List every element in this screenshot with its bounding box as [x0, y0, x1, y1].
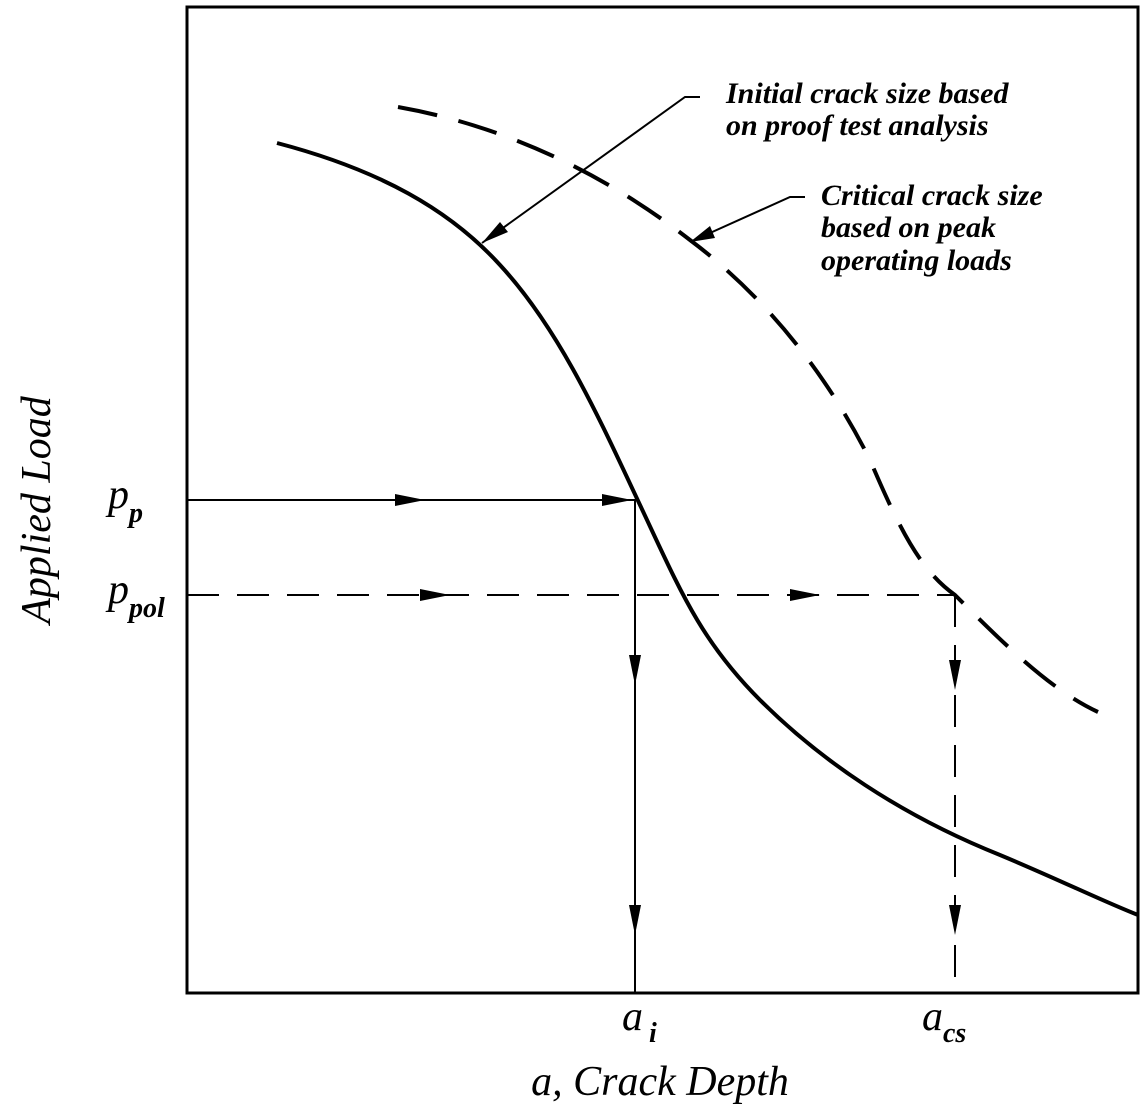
symbol: p	[105, 472, 129, 518]
critical-crack-curve	[397, 105, 1099, 714]
subscript: p	[127, 498, 143, 529]
symbol: a	[622, 994, 643, 1040]
y-axis-label: Applied Load	[14, 395, 60, 626]
symbol: p	[105, 567, 129, 613]
arrow	[629, 905, 641, 935]
subscript: cs	[943, 1018, 966, 1049]
x-axis-label: a, Crack Depth	[531, 1059, 789, 1105]
symbol: a	[922, 994, 943, 1040]
arrow	[949, 660, 961, 690]
annotation-line: operating loads	[821, 244, 1012, 277]
subscript: i	[649, 1018, 657, 1049]
arrow	[690, 226, 715, 242]
arrow	[602, 494, 632, 506]
leader-line	[689, 196, 805, 243]
leader-line	[481, 96, 700, 244]
annotation-line: on proof test analysis	[726, 109, 989, 142]
annotation-line: Critical crack size	[821, 179, 1043, 212]
annotation-line: Initial crack size based	[725, 77, 1009, 110]
critical-crack-label: acs	[922, 994, 966, 1049]
arrow	[395, 494, 425, 506]
arrow	[790, 589, 820, 601]
proof-load-label: pp	[105, 472, 143, 529]
arrow	[949, 905, 961, 935]
initial-crack-curve	[276, 141, 1139, 917]
peak-load-label: ppol	[105, 567, 165, 624]
arrow	[482, 222, 508, 243]
annotation-line: based on peak	[821, 211, 996, 244]
arrow	[420, 589, 450, 601]
subscript: pol	[127, 593, 165, 624]
arrow	[629, 655, 641, 685]
